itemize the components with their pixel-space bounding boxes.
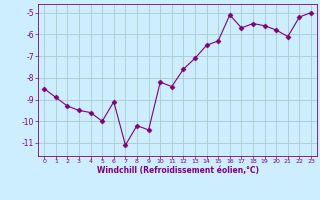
- X-axis label: Windchill (Refroidissement éolien,°C): Windchill (Refroidissement éolien,°C): [97, 166, 259, 175]
